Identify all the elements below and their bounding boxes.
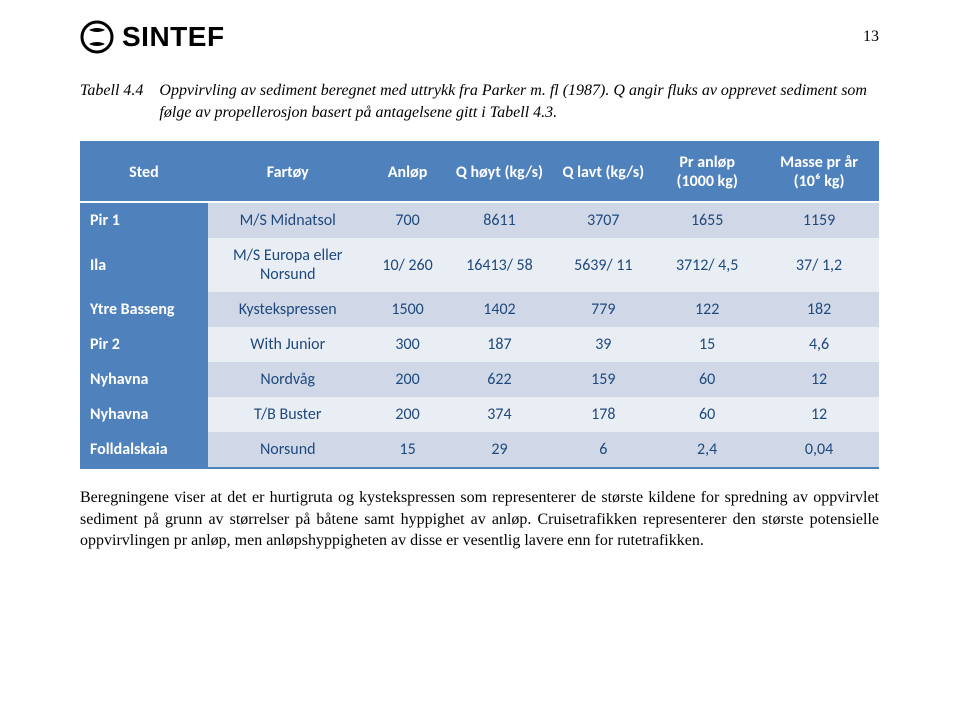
page: SINTEF 13 Tabell 4.4 Oppvirvling av sedi… <box>0 0 959 717</box>
table-body: Pir 1M/S Midnatsol7008611370716551159Ila… <box>80 202 879 468</box>
caption-text: Oppvirvling av sediment beregnet med utt… <box>159 80 879 123</box>
col-fartoy: Fartøy <box>208 142 368 202</box>
cell-qhoyt: 8611 <box>448 202 552 238</box>
cell-qlavt: 3707 <box>551 202 655 238</box>
table-head: Sted Fartøy Anløp Q høyt (kg/s) Q lavt (… <box>80 142 879 202</box>
cell-fartoy: M/S Midnatsol <box>208 202 368 238</box>
table-caption: Tabell 4.4 Oppvirvling av sediment bereg… <box>80 80 879 123</box>
cell-masse: 12 <box>759 362 879 397</box>
cell-fartoy: M/S Europa eller Norsund <box>208 238 368 292</box>
cell-qhoyt: 374 <box>448 397 552 432</box>
cell-fartoy: With Junior <box>208 327 368 362</box>
cell-pranlop: 15 <box>655 327 759 362</box>
col-masse: Masse pr år (10⁶ kg) <box>759 142 879 202</box>
col-sted: Sted <box>80 142 208 202</box>
table-row: Ytre BassengKystekspressen15001402779122… <box>80 292 879 327</box>
cell-qhoyt: 187 <box>448 327 552 362</box>
cell-anlop: 10/ 260 <box>368 238 448 292</box>
cell-qlavt: 178 <box>551 397 655 432</box>
table-row: FolldalskaiaNorsund152962,40,04 <box>80 432 879 468</box>
cell-masse: 37/ 1,2 <box>759 238 879 292</box>
cell-anlop: 700 <box>368 202 448 238</box>
cell-sted: Folldalskaia <box>80 432 208 468</box>
caption-label: Tabell 4.4 <box>80 80 143 123</box>
cell-masse: 182 <box>759 292 879 327</box>
table-row: Pir 1M/S Midnatsol7008611370716551159 <box>80 202 879 238</box>
cell-sted: Pir 2 <box>80 327 208 362</box>
cell-fartoy: T/B Buster <box>208 397 368 432</box>
cell-pranlop: 60 <box>655 397 759 432</box>
cell-sted: Nyhavna <box>80 397 208 432</box>
cell-fartoy: Norsund <box>208 432 368 468</box>
cell-masse: 4,6 <box>759 327 879 362</box>
sintef-mark-icon <box>80 20 114 54</box>
cell-sted: Ila <box>80 238 208 292</box>
col-qlavt: Q lavt (kg/s) <box>551 142 655 202</box>
col-qhoyt: Q høyt (kg/s) <box>448 142 552 202</box>
cell-pranlop: 1655 <box>655 202 759 238</box>
cell-sted: Nyhavna <box>80 362 208 397</box>
cell-qlavt: 6 <box>551 432 655 468</box>
cell-anlop: 200 <box>368 362 448 397</box>
cell-sted: Ytre Basseng <box>80 292 208 327</box>
data-table: Sted Fartøy Anløp Q høyt (kg/s) Q lavt (… <box>80 141 879 469</box>
cell-pranlop: 122 <box>655 292 759 327</box>
cell-anlop: 15 <box>368 432 448 468</box>
cell-anlop: 200 <box>368 397 448 432</box>
page-number: 13 <box>863 28 879 46</box>
cell-qhoyt: 1402 <box>448 292 552 327</box>
body-paragraph: Beregningene viser at det er hurtigruta … <box>80 487 879 552</box>
cell-qhoyt: 29 <box>448 432 552 468</box>
col-pranlop: Pr anløp (1000 kg) <box>655 142 759 202</box>
cell-anlop: 300 <box>368 327 448 362</box>
cell-masse: 0,04 <box>759 432 879 468</box>
cell-masse: 12 <box>759 397 879 432</box>
col-anlop: Anløp <box>368 142 448 202</box>
cell-qlavt: 779 <box>551 292 655 327</box>
cell-qhoyt: 16413/ 58 <box>448 238 552 292</box>
table-row: IlaM/S Europa eller Norsund10/ 26016413/… <box>80 238 879 292</box>
table-row: Pir 2With Junior30018739154,6 <box>80 327 879 362</box>
cell-pranlop: 60 <box>655 362 759 397</box>
logo-text: SINTEF <box>122 21 225 53</box>
cell-qlavt: 159 <box>551 362 655 397</box>
cell-qhoyt: 622 <box>448 362 552 397</box>
cell-pranlop: 2,4 <box>655 432 759 468</box>
cell-pranlop: 3712/ 4,5 <box>655 238 759 292</box>
cell-qlavt: 5639/ 11 <box>551 238 655 292</box>
cell-qlavt: 39 <box>551 327 655 362</box>
cell-masse: 1159 <box>759 202 879 238</box>
logo: SINTEF <box>80 20 225 54</box>
page-header: SINTEF 13 <box>80 20 879 54</box>
cell-sted: Pir 1 <box>80 202 208 238</box>
cell-anlop: 1500 <box>368 292 448 327</box>
table-row: NyhavnaT/B Buster2003741786012 <box>80 397 879 432</box>
cell-fartoy: Kystekspressen <box>208 292 368 327</box>
table-row: NyhavnaNordvåg2006221596012 <box>80 362 879 397</box>
cell-fartoy: Nordvåg <box>208 362 368 397</box>
